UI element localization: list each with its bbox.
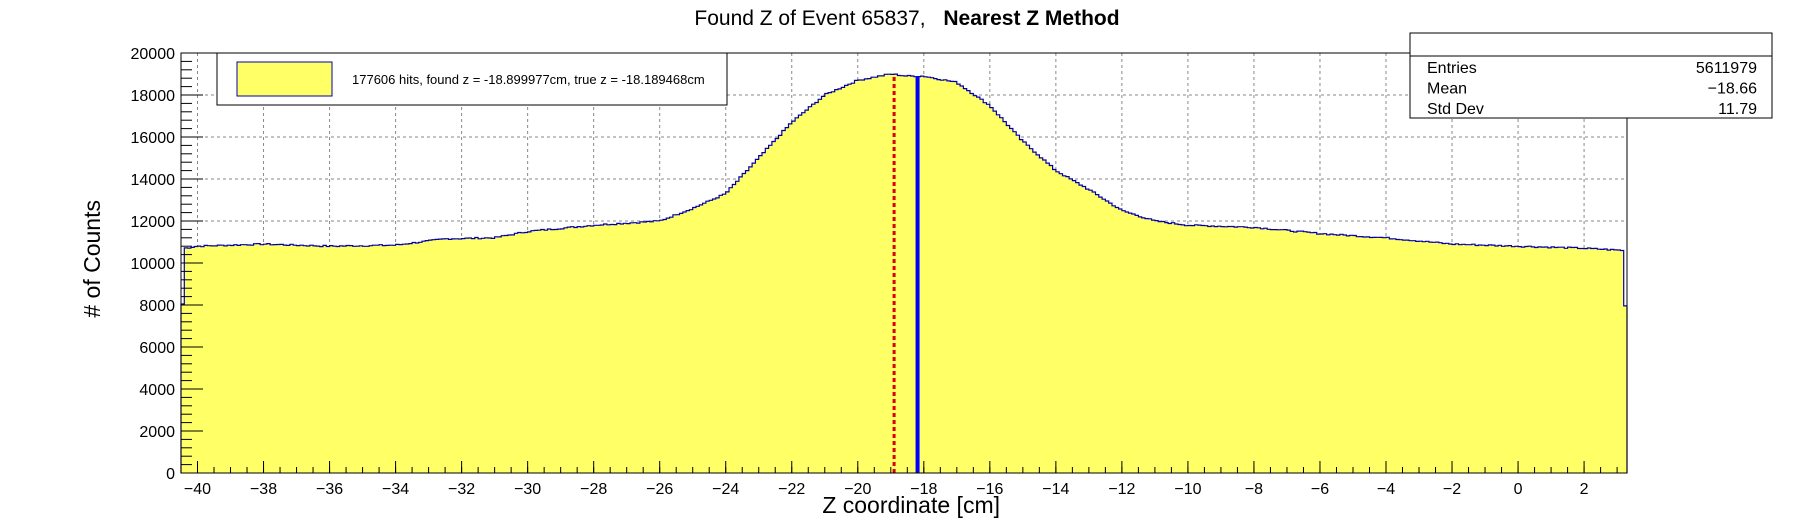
y-axis-label: # of Counts [79, 200, 105, 318]
y-tick-label: 16000 [131, 130, 176, 147]
y-tick-label: 0 [166, 466, 175, 483]
y-tick-label: 6000 [139, 340, 175, 357]
chart-title-method: Nearest Z Method [943, 7, 1119, 30]
x-tick-label: −22 [778, 481, 805, 498]
chart-title: Found Z of Event 65837, Nearest Z Method [694, 7, 1119, 30]
stats-label: Entries [1427, 60, 1477, 77]
x-tick-label: −20 [844, 481, 871, 498]
x-tick-label: −10 [1174, 481, 1201, 498]
y-tick-label: 10000 [131, 256, 176, 273]
x-tick-label: −30 [514, 481, 541, 498]
stats-box: Entries 5611979 Mean −18.66 Std Dev 11.79 [1409, 32, 1773, 119]
stats-value: −18.66 [1708, 81, 1757, 98]
stats-value: 5611979 [1696, 60, 1757, 77]
stats-value: 11.79 [1718, 101, 1757, 118]
chart-title-main: Found Z of Event 65837, [694, 7, 925, 30]
histogram-fill [181, 74, 1627, 473]
legend-label: 177606 hits, found z = -18.899977cm, tru… [352, 72, 705, 87]
legend: 177606 hits, found z = -18.899977cm, tru… [216, 52, 728, 106]
y-tick-label: 8000 [139, 298, 175, 315]
stats-label: Mean [1427, 81, 1467, 98]
x-tick-label: −6 [1311, 481, 1329, 498]
x-tick-label: −36 [316, 481, 343, 498]
y-tick-label: 2000 [139, 424, 175, 441]
stats-frame [1409, 32, 1773, 119]
stats-label: Std Dev [1427, 101, 1484, 118]
x-tick-label: −18 [910, 481, 937, 498]
y-tick-label: 20000 [131, 46, 176, 63]
x-tick-label: −26 [646, 481, 673, 498]
x-tick-label: 2 [1580, 481, 1589, 498]
x-tick-label: −34 [382, 481, 409, 498]
y-axis: 0 2000 4000 6000 8000 10000 12000 14000 16000 180… [131, 46, 203, 483]
x-axis-label: Z coordinate [cm] [822, 492, 1000, 518]
x-axis: −40 −38 −36 −34 −32 −30 −28 −26 −24 −22 −20 −18 −16−… [180, 461, 1618, 498]
x-tick-label: 0 [1514, 481, 1523, 498]
y-tick-label: 18000 [131, 88, 176, 105]
histogram-outline [180, 73, 1628, 473]
x-tick-label: −28 [580, 481, 607, 498]
x-tick-label: −14 [1042, 481, 1069, 498]
x-tick-label: −2 [1443, 481, 1461, 498]
x-tick-label: −4 [1377, 481, 1395, 498]
y-tick-label: 14000 [131, 172, 176, 189]
x-tick-label: −40 [184, 481, 211, 498]
x-tick-label: −12 [1108, 481, 1135, 498]
x-tick-label: −24 [712, 481, 739, 498]
x-tick-label: −38 [250, 481, 277, 498]
x-tick-label: −32 [448, 481, 475, 498]
y-tick-label: 4000 [139, 382, 175, 399]
y-tick-label: 12000 [131, 214, 176, 231]
legend-swatch [236, 61, 333, 97]
x-tick-label: −16 [976, 481, 1003, 498]
x-tick-label: −8 [1245, 481, 1263, 498]
